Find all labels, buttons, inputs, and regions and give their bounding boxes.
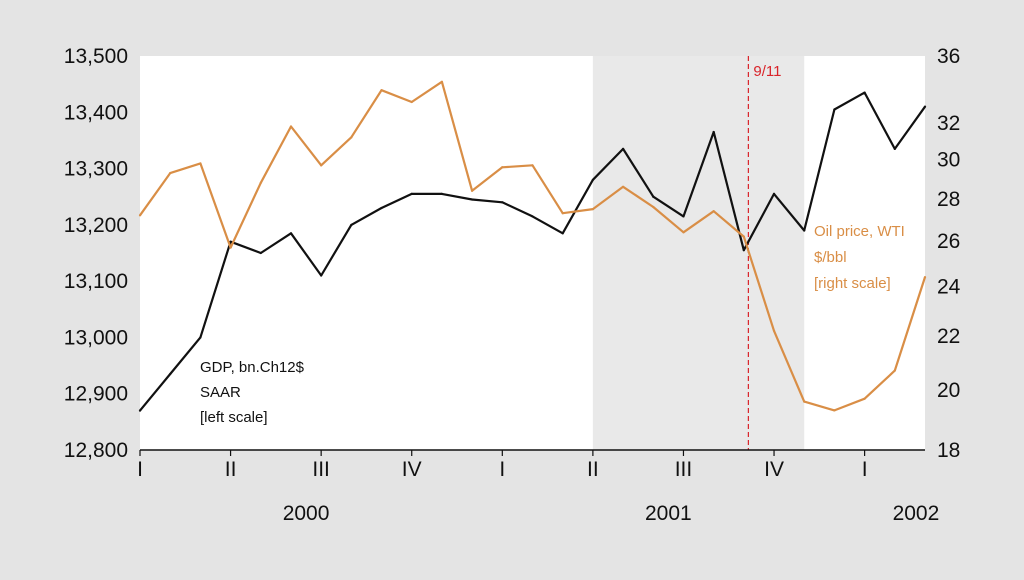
- data-point-gdp: [772, 192, 776, 195]
- oil-annotation-line: [right scale]: [814, 275, 891, 292]
- recession-shading-layer: [592, 56, 805, 450]
- data-point-gdp: [199, 336, 202, 339]
- left-axis-tick-label: 13,100: [64, 270, 128, 293]
- x-axis-quarter-label: III: [312, 458, 330, 481]
- data-point-oil-price: [289, 125, 293, 128]
- gdp-annotation-line: GDP, bn.Ch12$: [200, 359, 305, 376]
- data-point-gdp: [289, 232, 293, 235]
- x-axis-quarter-label: II: [587, 458, 599, 481]
- series-layer: [138, 80, 927, 412]
- data-point-oil-price: [803, 400, 806, 403]
- data-point-gdp: [440, 192, 444, 195]
- data-point-gdp: [682, 215, 685, 218]
- data-point-oil-price: [682, 231, 685, 234]
- data-point-oil-price: [199, 162, 202, 165]
- data-point-oil-price: [229, 246, 232, 249]
- data-point-oil-price: [169, 171, 172, 175]
- data-point-gdp: [501, 201, 504, 204]
- oil-annotation-line: Oil price, WTI: [814, 223, 905, 240]
- data-point-gdp: [561, 232, 564, 235]
- data-point-gdp: [471, 198, 474, 201]
- data-point-oil-price: [350, 136, 353, 139]
- data-point-gdp: [320, 274, 323, 277]
- x-axis-quarter-label: II: [225, 458, 237, 481]
- left-axis-tick-label: 12,800: [64, 439, 128, 462]
- data-point-oil-price: [772, 329, 776, 332]
- right-axis-tick-label: 26: [937, 230, 960, 253]
- right-axis-tick-label: 28: [937, 188, 960, 211]
- data-point-oil-price: [320, 164, 323, 167]
- data-point-oil-price: [138, 214, 142, 217]
- event-label-9-11: 9/11: [753, 63, 781, 80]
- data-point-gdp: [380, 206, 383, 210]
- left-axis-tick-label: 13,300: [64, 158, 128, 181]
- data-point-oil-price: [380, 89, 383, 92]
- data-point-gdp: [742, 249, 745, 252]
- data-point-gdp: [169, 372, 172, 376]
- left-axis-tick-label: 13,000: [64, 326, 128, 349]
- data-point-oil-price: [561, 212, 564, 215]
- data-point-oil-price: [742, 235, 745, 238]
- left-axis-tick-label: 13,400: [64, 101, 128, 124]
- gdp-annotation-line: [left scale]: [200, 409, 268, 426]
- recession-shading: [592, 56, 805, 450]
- data-point-gdp: [531, 215, 534, 218]
- data-point-oil-price: [923, 275, 927, 279]
- data-point-oil-price: [471, 189, 474, 192]
- data-point-gdp: [652, 195, 655, 198]
- right-axis-tick-label: 22: [937, 325, 960, 348]
- x-axis-year-label: 2000: [283, 502, 330, 525]
- data-point-oil-price: [501, 166, 504, 169]
- data-point-oil-price: [652, 205, 655, 209]
- data-point-oil-price: [440, 80, 444, 83]
- data-point-oil-price: [833, 409, 836, 412]
- data-point-oil-price: [621, 185, 625, 188]
- right-axis-tick-label: 30: [937, 149, 960, 172]
- data-point-oil-price: [531, 164, 534, 167]
- right-axis-tick-label: 18: [937, 439, 960, 462]
- x-axis-year-label: 2001: [645, 502, 692, 525]
- right-axis-tick-label: 20: [937, 379, 960, 402]
- x-axis-quarter-label: IV: [402, 458, 422, 481]
- x-axis-quarter-label: III: [675, 458, 693, 481]
- x-axis-quarter-label: IV: [764, 458, 784, 481]
- data-point-gdp: [591, 178, 594, 181]
- gdp-annotation-line: SAAR: [200, 384, 241, 401]
- data-point-gdp: [259, 251, 262, 255]
- x-axis-year-label: 2002: [893, 502, 940, 525]
- data-point-gdp: [712, 130, 715, 134]
- right-axis-tick-label: 32: [937, 112, 960, 135]
- data-point-gdp: [350, 223, 353, 226]
- data-point-gdp: [923, 105, 927, 108]
- data-point-gdp: [229, 240, 232, 243]
- x-axis-quarter-label: I: [137, 458, 143, 481]
- data-point-oil-price: [893, 369, 896, 372]
- x-axis-quarter-label: I: [862, 458, 868, 481]
- right-axis-tick-label: 36: [937, 45, 960, 68]
- annotation-layer: GDP, bn.Ch12$ SAAR [left scale] Oil price, …: [200, 223, 905, 426]
- left-axis-tick-label: 13,500: [64, 45, 128, 68]
- x-axis-quarter-label: I: [499, 458, 505, 481]
- data-point-oil-price: [591, 207, 594, 211]
- data-point-gdp: [893, 147, 896, 150]
- data-point-gdp: [863, 91, 866, 94]
- data-point-oil-price: [259, 181, 262, 184]
- axes-layer: 12,800 12,900 13,000 13,100 13,200 13,300 13,4…: [64, 45, 961, 525]
- data-point-oil-price: [863, 397, 866, 400]
- data-point-gdp: [803, 229, 806, 232]
- data-point-gdp: [410, 192, 413, 195]
- oil-annotation-line: $/bbl: [814, 249, 847, 266]
- data-point-gdp: [833, 108, 836, 111]
- data-point-gdp: [138, 409, 142, 412]
- data-point-oil-price: [410, 100, 413, 104]
- left-axis-tick-label: 12,900: [64, 383, 128, 406]
- left-axis-tick-label: 13,200: [64, 214, 128, 237]
- data-point-oil-price: [712, 210, 715, 213]
- data-point-gdp: [621, 147, 625, 150]
- right-axis-tick-label: 24: [937, 275, 961, 298]
